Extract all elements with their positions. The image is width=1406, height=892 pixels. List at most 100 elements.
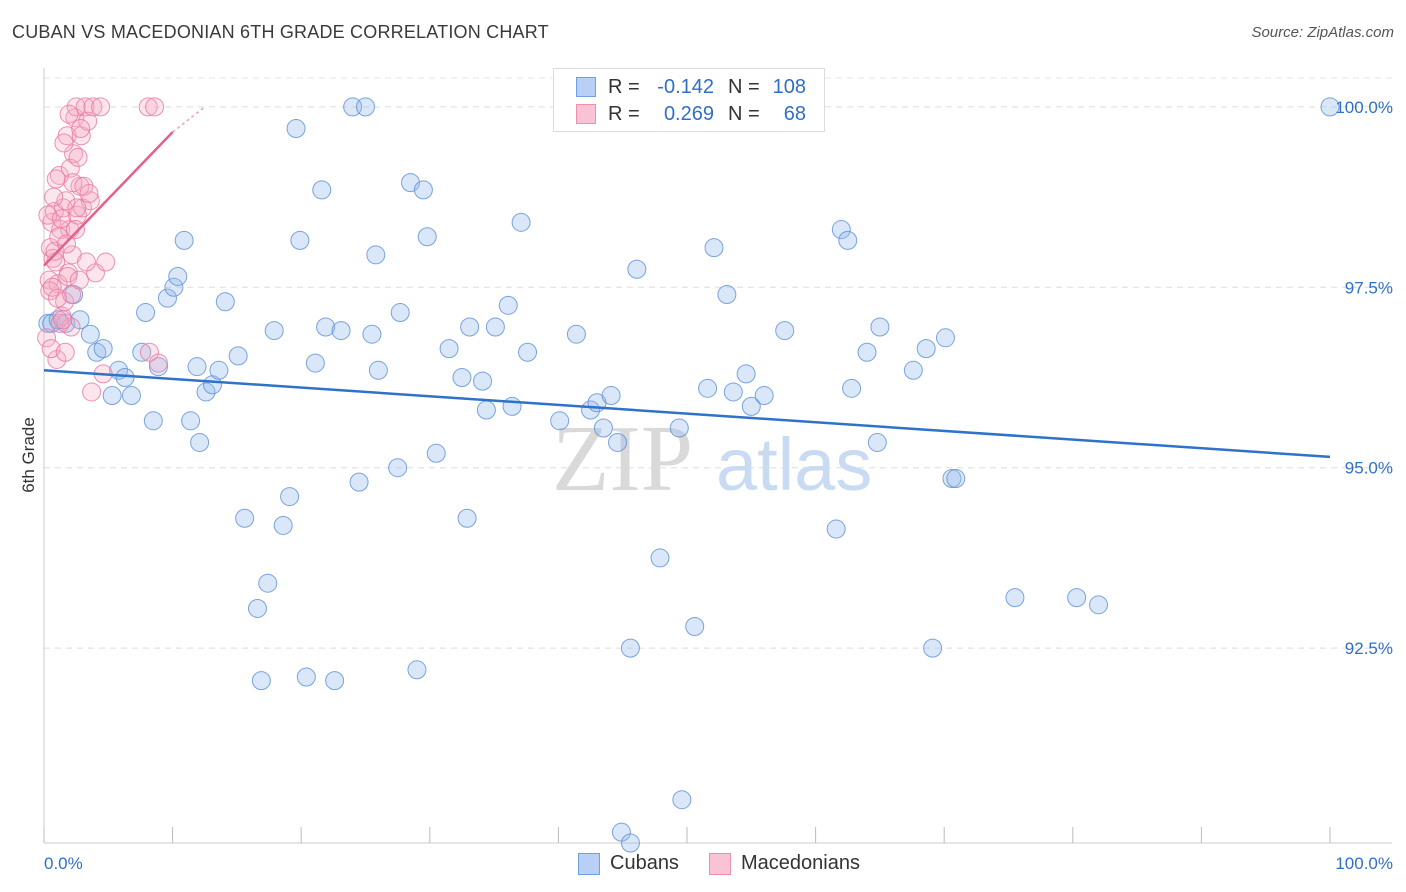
data-point [672, 790, 692, 810]
data-point [45, 241, 65, 261]
data-point [59, 104, 79, 124]
data-point [362, 324, 382, 344]
data-point [439, 339, 459, 359]
data-point [296, 667, 316, 687]
data-point [935, 328, 955, 348]
data-point [366, 245, 386, 265]
data-point [717, 285, 737, 305]
chart-title: CUBAN VS MACEDONIAN 6TH GRADE CORRELATIO… [12, 22, 549, 42]
data-point [121, 386, 141, 406]
data-point [620, 638, 640, 658]
legend-item-macedonians[interactable]: Macedonians [709, 852, 860, 875]
data-point [136, 303, 156, 323]
r-label: R = [608, 75, 640, 98]
data-point [168, 266, 188, 286]
data-point [916, 339, 936, 359]
data-point [264, 321, 284, 341]
n-value: 108 [772, 75, 806, 98]
correlation-legend: R = -0.142 N = 108 R = 0.269 N = 68 [553, 68, 825, 132]
data-point [870, 317, 890, 337]
data-point [42, 277, 62, 297]
data-point [157, 288, 177, 308]
data-point [511, 212, 531, 232]
data-point [75, 97, 95, 117]
y-tick-label: 95.0% [1345, 459, 1393, 478]
data-point [164, 277, 184, 297]
data-point [209, 360, 229, 380]
data-point [290, 230, 310, 250]
data-point [842, 378, 862, 398]
data-point [356, 97, 375, 117]
axes [43, 68, 1392, 844]
data-point [79, 183, 99, 203]
data-point [946, 469, 966, 489]
data-point [457, 508, 477, 528]
data-point [102, 386, 122, 406]
legend-label-macedonians: Macedonians [741, 852, 860, 874]
data-point [145, 97, 165, 117]
data-point [704, 238, 724, 258]
data-point [923, 638, 943, 658]
data-point [143, 411, 163, 431]
data-point [54, 133, 74, 153]
series-legend: Cubans Macedonians [0, 852, 1406, 876]
data-point [741, 396, 761, 416]
data-point [55, 342, 75, 362]
data-point [838, 230, 858, 250]
cubans-swatch [576, 77, 596, 97]
data-point [754, 386, 774, 406]
data-point [698, 378, 718, 398]
axis-labels: 92.5% 95.0% 97.5% 100.0% 0.0% 100.0% 6th Grade [19, 98, 1393, 873]
n-label: N = [728, 75, 760, 98]
legend-row-cubans: R = -0.142 N = 108 [576, 75, 806, 99]
data-point [60, 158, 80, 178]
data-point [58, 266, 78, 286]
y-tick-label: 100.0% [1335, 98, 1393, 117]
data-point [857, 342, 877, 362]
data-point [601, 386, 621, 406]
data-point [215, 292, 235, 312]
data-point [305, 353, 325, 373]
data-point [1089, 595, 1109, 615]
data-point [775, 321, 795, 341]
data-point [51, 209, 71, 229]
data-point [826, 519, 846, 539]
data-point [650, 548, 670, 568]
data-point [502, 396, 522, 416]
data-point [312, 180, 332, 200]
data-point [518, 342, 538, 362]
x-tick-label-min: 0.0% [44, 854, 83, 873]
data-point [460, 317, 480, 337]
data-point [1320, 97, 1340, 117]
data-point [685, 616, 705, 636]
data-point [258, 573, 278, 593]
data-point [581, 400, 601, 420]
data-point [476, 400, 496, 420]
data-point [44, 187, 64, 207]
data-point [181, 411, 201, 431]
data-point [286, 119, 306, 139]
data-point [325, 671, 345, 691]
data-point [174, 230, 194, 250]
trend-line-extension [172, 106, 206, 133]
data-point [1067, 588, 1087, 608]
watermark: ZIP atlas [552, 407, 872, 511]
data-point [40, 281, 60, 301]
watermark-zip: ZIP [552, 407, 693, 511]
legend-item-cubans[interactable]: Cubans [578, 852, 679, 875]
data-point [368, 360, 388, 380]
data-point [80, 324, 100, 344]
data-point [247, 598, 267, 618]
y-tick-label: 92.5% [1345, 639, 1393, 658]
data-point [96, 252, 116, 272]
macedonians-swatch [576, 104, 596, 124]
data-point [187, 357, 207, 377]
series-macedonians [37, 97, 168, 402]
source-label: Source: ZipAtlas.com [1251, 24, 1394, 41]
gridlines [44, 77, 1392, 649]
data-point [66, 220, 86, 240]
data-point [67, 198, 87, 218]
data-point [82, 382, 102, 402]
data-point [148, 353, 168, 373]
